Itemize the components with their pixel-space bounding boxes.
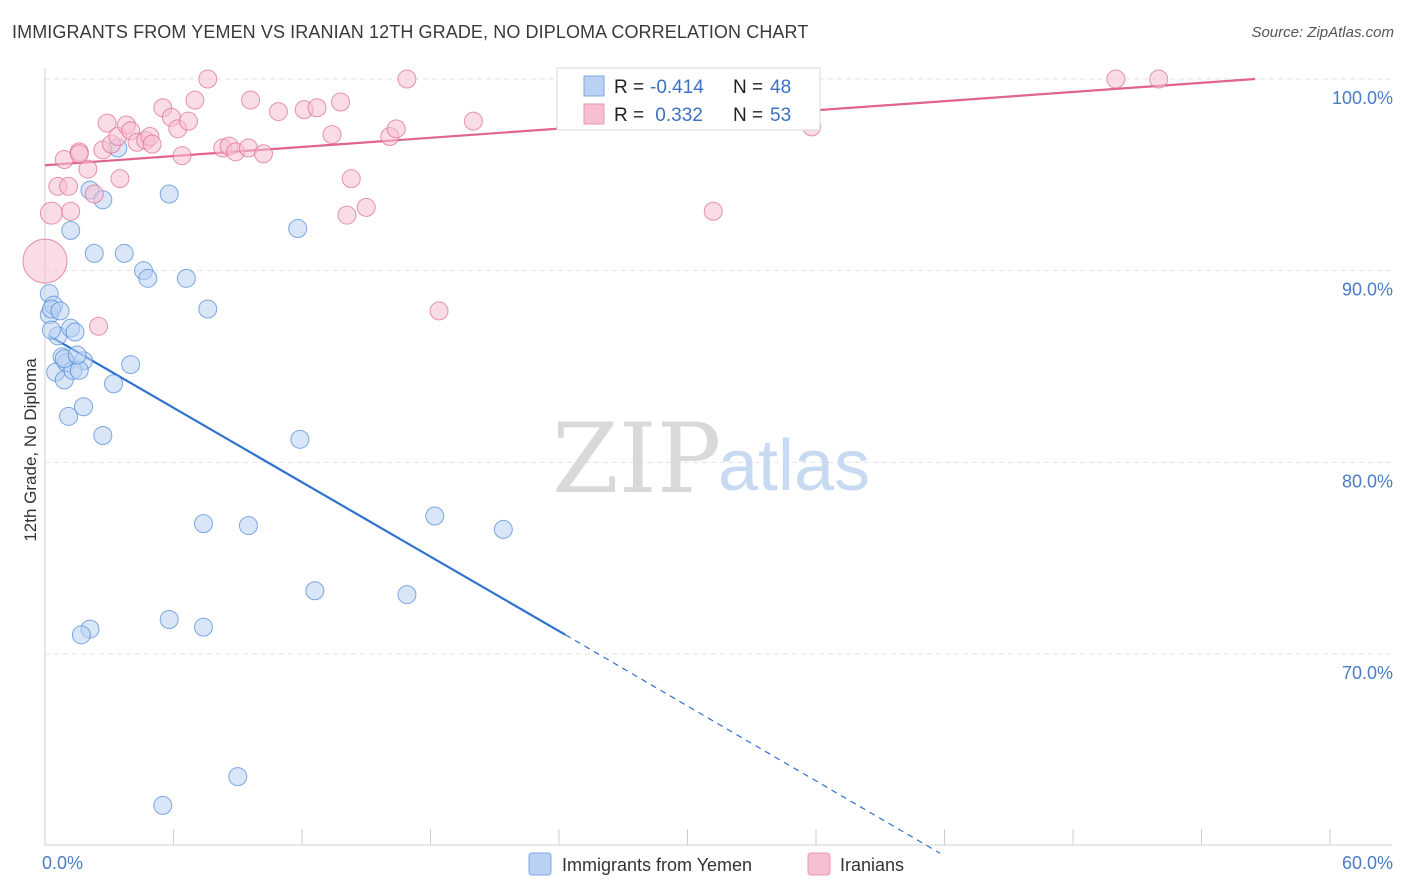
y-tick-label-2: 90.0% <box>1342 280 1393 300</box>
point-pink-48 <box>1106 69 1126 89</box>
point-blue-36 <box>305 581 325 601</box>
point-blue-9 <box>65 322 85 342</box>
point-blue-43 <box>153 795 173 815</box>
point-blue-32 <box>193 514 213 534</box>
point-pink-32 <box>268 102 288 122</box>
stats-n-label-blue: N = <box>733 77 763 98</box>
y-axis-label: 12th Grade, No Diploma <box>21 358 40 542</box>
point-pink-36 <box>331 92 351 112</box>
point-pink-10 <box>97 113 117 133</box>
point-pink-34 <box>307 98 327 118</box>
data-points <box>22 69 1169 815</box>
point-blue-35 <box>493 519 513 539</box>
point-blue-26 <box>138 268 158 288</box>
stats-swatch-pink <box>583 103 605 125</box>
point-blue-31 <box>290 429 310 449</box>
point-pink-42 <box>397 69 417 89</box>
point-pink-43 <box>429 301 449 321</box>
series-legend: Immigrants from Yemen Iranians <box>528 852 904 876</box>
trend-line-blue <box>48 334 566 636</box>
point-pink-5 <box>61 201 81 221</box>
chart-source: Source: ZipAtlas.com <box>1251 24 1394 41</box>
point-blue-37 <box>397 585 417 605</box>
point-blue-47 <box>50 301 70 321</box>
point-pink-37 <box>337 205 357 225</box>
point-pink-41 <box>386 119 406 139</box>
stats-r-value-blue: -0.414 <box>650 77 704 98</box>
point-pink-18 <box>142 134 162 154</box>
point-blue-29 <box>198 299 218 319</box>
trend-line-blue-extension <box>565 634 941 854</box>
point-blue-33 <box>238 516 258 536</box>
point-blue-22 <box>84 243 104 263</box>
stats-n-value-pink: 53 <box>770 105 791 126</box>
point-blue-38 <box>159 610 179 629</box>
y-tick-label-0: 70.0% <box>1342 663 1393 683</box>
point-pink-52 <box>69 144 89 164</box>
watermark: ZIP atlas <box>552 403 870 515</box>
axes <box>44 68 1392 846</box>
point-blue-44 <box>41 320 61 340</box>
legend-label-yemen: Immigrants from Yemen <box>562 855 752 875</box>
point-pink-1 <box>39 201 63 225</box>
point-pink-25 <box>198 69 218 89</box>
point-pink-24 <box>185 90 205 110</box>
point-pink-35 <box>322 125 342 145</box>
y-tick-label-1: 80.0% <box>1342 471 1393 491</box>
point-pink-49 <box>1149 69 1169 89</box>
point-pink-7 <box>78 159 98 179</box>
y-tick-labels: 70.0% 80.0% 90.0% 100.0% <box>1332 88 1393 683</box>
point-pink-31 <box>253 144 273 164</box>
point-pink-30 <box>241 90 261 110</box>
point-pink-44 <box>463 111 483 131</box>
point-pink-51 <box>110 169 130 189</box>
legend-label-iranians: Iranians <box>840 855 904 875</box>
stats-r-label-blue: R = <box>614 77 644 98</box>
point-blue-16 <box>59 406 79 426</box>
point-blue-39 <box>193 617 213 637</box>
point-pink-39 <box>356 197 376 217</box>
point-blue-30 <box>288 219 308 238</box>
point-blue-41 <box>71 625 91 645</box>
chart-title: IMMIGRANTS FROM YEMEN VS IRANIAN 12TH GR… <box>12 22 809 42</box>
stats-swatch-blue <box>583 75 605 97</box>
stats-n-label-pink: N = <box>733 105 763 126</box>
point-pink-0 <box>22 238 68 284</box>
point-pink-23 <box>178 111 198 131</box>
stats-legend: R = -0.414 N = 48 R = 0.332 N = 53 <box>556 67 821 131</box>
point-blue-18 <box>93 426 113 445</box>
legend-swatch-yemen <box>528 852 552 876</box>
point-blue-17 <box>74 397 94 417</box>
point-pink-8 <box>84 184 104 204</box>
y-tick-label-3: 100.0% <box>1332 88 1393 108</box>
point-blue-14 <box>104 374 124 394</box>
point-blue-27 <box>176 268 196 288</box>
watermark-atlas: atlas <box>718 426 870 506</box>
stats-r-value-pink: 0.332 <box>650 105 703 126</box>
legend-swatch-iranians <box>807 852 831 876</box>
point-blue-19 <box>61 220 81 240</box>
point-pink-45 <box>703 201 723 221</box>
stats-r-label-pink: R = <box>614 105 644 126</box>
grid-lines <box>45 78 1392 655</box>
point-pink-50 <box>89 316 109 336</box>
point-blue-24 <box>114 243 134 263</box>
point-blue-34 <box>425 506 445 526</box>
x-tick-labels: 0.0% 60.0% <box>42 853 1393 873</box>
point-blue-15 <box>121 355 141 375</box>
point-pink-38 <box>341 169 361 189</box>
stats-n-value-blue: 48 <box>770 77 791 98</box>
point-blue-46 <box>67 345 87 365</box>
x-tick-label-0: 0.0% <box>42 853 83 873</box>
point-pink-4 <box>59 176 79 196</box>
point-blue-42 <box>228 767 248 787</box>
point-pink-22 <box>172 146 192 166</box>
watermark-zip: ZIP <box>552 403 721 515</box>
x-tick-label-1: 60.0% <box>1342 853 1393 873</box>
point-blue-28 <box>159 184 179 204</box>
